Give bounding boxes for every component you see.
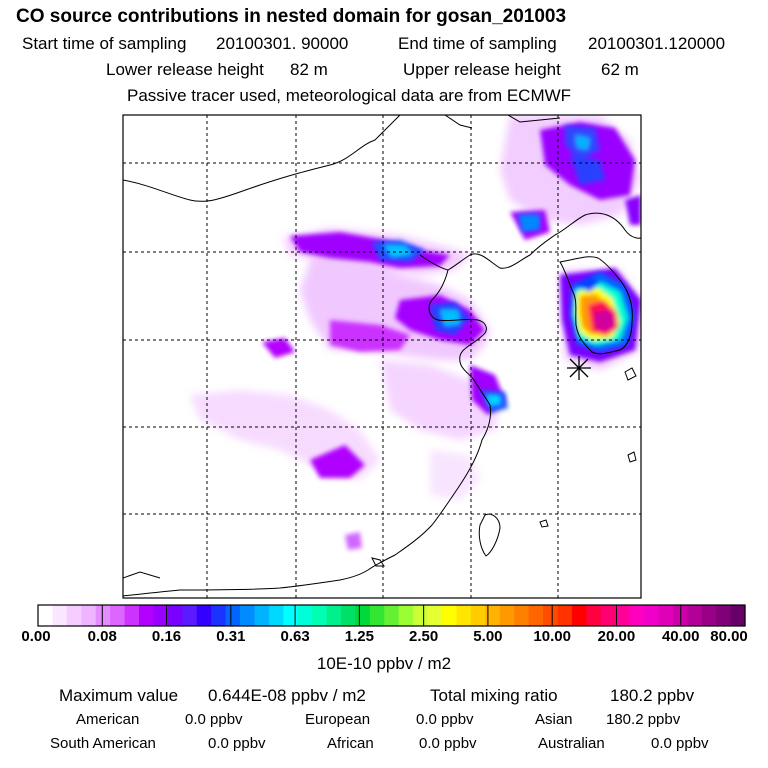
colorbar-swatch: [514, 605, 530, 626]
total-mixing-label: Total mixing ratio: [430, 686, 558, 705]
south-american-label: South American: [50, 735, 156, 752]
colorbar-swatch: [629, 605, 645, 626]
coastlines: [123, 115, 641, 597]
colorbar-swatch: [38, 605, 54, 626]
colorbar-swatch: [254, 605, 270, 626]
colorbar-swatch: [600, 605, 616, 626]
colorbar-swatch: [52, 605, 68, 626]
colorbar-swatch: [687, 605, 703, 626]
colorbar-swatch: [485, 605, 501, 626]
european-label: European: [305, 711, 371, 728]
colorbar-swatch: [658, 605, 674, 626]
start-time-label: Start time of sampling: [22, 34, 187, 53]
colorbar-swatch: [543, 605, 559, 626]
colorbar-swatch: [283, 605, 299, 626]
colorbar-swatch: [398, 605, 414, 626]
colorbar-unit: 10E-10 ppbv / m2: [316, 654, 452, 673]
colorbar-tick-label: 0.63: [280, 628, 310, 645]
colorbar-swatch: [427, 605, 443, 626]
colorbar-swatch: [369, 605, 385, 626]
colorbar-swatch: [615, 605, 631, 626]
colorbar-swatch: [470, 605, 486, 626]
colorbar-tick-label: 10.00: [533, 628, 571, 645]
plume-layer-blue: [372, 125, 605, 413]
total-mixing-value: 180.2 ppbv: [610, 686, 695, 705]
colorbar-swatch: [499, 605, 515, 626]
asian-label: Asian: [535, 711, 573, 728]
european-value: 0.0 ppbv: [416, 711, 474, 728]
colorbar-swatch: [442, 605, 458, 626]
colorbar-swatch: [557, 605, 573, 626]
colorbar-swatch: [110, 605, 126, 626]
african-label: African: [327, 735, 374, 752]
colorbar-swatch: [182, 605, 198, 626]
colorbar-swatch: [312, 605, 328, 626]
colorbar-swatch: [326, 605, 342, 626]
lower-height-label: Lower release height: [106, 60, 264, 79]
colorbar-swatch: [297, 605, 313, 626]
colorbar-swatch: [124, 605, 140, 626]
colorbar-swatch: [716, 605, 732, 626]
colorbar-swatch: [153, 605, 169, 626]
colorbar-tick-label: 20.00: [597, 628, 636, 645]
australian-value: 0.0 ppbv: [651, 735, 709, 752]
asian-value: 180.2 ppbv: [606, 711, 681, 728]
colorbar-swatch: [701, 605, 717, 626]
colorbar-swatch: [240, 605, 256, 626]
colorbar-swatch: [528, 605, 544, 626]
tracer-note: Passive tracer used, meteorological data…: [127, 86, 572, 105]
colorbar-swatch: [95, 605, 111, 626]
upper-height-label: Upper release height: [403, 60, 561, 79]
colorbar-swatch: [341, 605, 357, 626]
colorbar-swatch: [211, 605, 227, 626]
colorbar-swatch: [355, 605, 371, 626]
american-label: American: [76, 711, 140, 728]
colorbar-swatch: [66, 605, 82, 626]
colorbar-swatch: [413, 605, 429, 626]
lower-height-value: 82 m: [290, 60, 328, 79]
colorbar-tick-label: 80.00: [710, 628, 748, 645]
colorbar-swatch: [167, 605, 183, 626]
colorbar-swatch: [730, 605, 746, 626]
colorbar: [37, 604, 746, 627]
receptor-marker-asterisk: [567, 356, 591, 380]
plot-title: CO source contributions in nested domain…: [16, 6, 567, 27]
south-american-value: 0.0 ppbv: [208, 735, 266, 752]
colorbar-tick-label: 0.16: [151, 628, 182, 645]
max-value-label: Maximum value: [59, 686, 179, 705]
end-time-label: End time of sampling: [398, 34, 557, 53]
map-frame: [122, 114, 642, 599]
colorbar-tick-label: 40.00: [661, 628, 700, 645]
colorbar-swatch: [586, 605, 602, 626]
colorbar-swatch: [571, 605, 587, 626]
max-value: 0.644E-08 ppbv / m2: [208, 686, 366, 705]
start-time-value: 20100301. 90000: [216, 34, 349, 53]
colorbar-swatch: [196, 605, 212, 626]
american-value: 0.0 ppbv: [185, 711, 243, 728]
colorbar-tick-label: 2.50: [409, 628, 439, 645]
colorbar-tick-label: 0.31: [216, 628, 246, 645]
colorbar-swatch: [81, 605, 97, 626]
colorbar-tick-label: 1.25: [344, 628, 374, 645]
upper-height-value: 62 m: [601, 60, 639, 79]
australian-label: Australian: [538, 735, 605, 752]
colorbar-swatch: [139, 605, 155, 626]
plume-layer-hotspot: [570, 272, 635, 352]
colorbar-tick-label: 0.00: [21, 628, 51, 645]
end-time-value: 20100301.120000: [588, 34, 726, 53]
colorbar-tick-label: 0.08: [87, 628, 117, 645]
colorbar-swatch: [644, 605, 660, 626]
colorbar-tick-label: 5.00: [473, 628, 503, 645]
colorbar-swatch: [268, 605, 284, 626]
colorbar-frame: [37, 604, 746, 627]
colorbar-swatch: [384, 605, 400, 626]
graticule: [123, 115, 641, 598]
african-value: 0.0 ppbv: [419, 735, 477, 752]
colorbar-swatch: [225, 605, 241, 626]
colorbar-swatch: [456, 605, 472, 626]
